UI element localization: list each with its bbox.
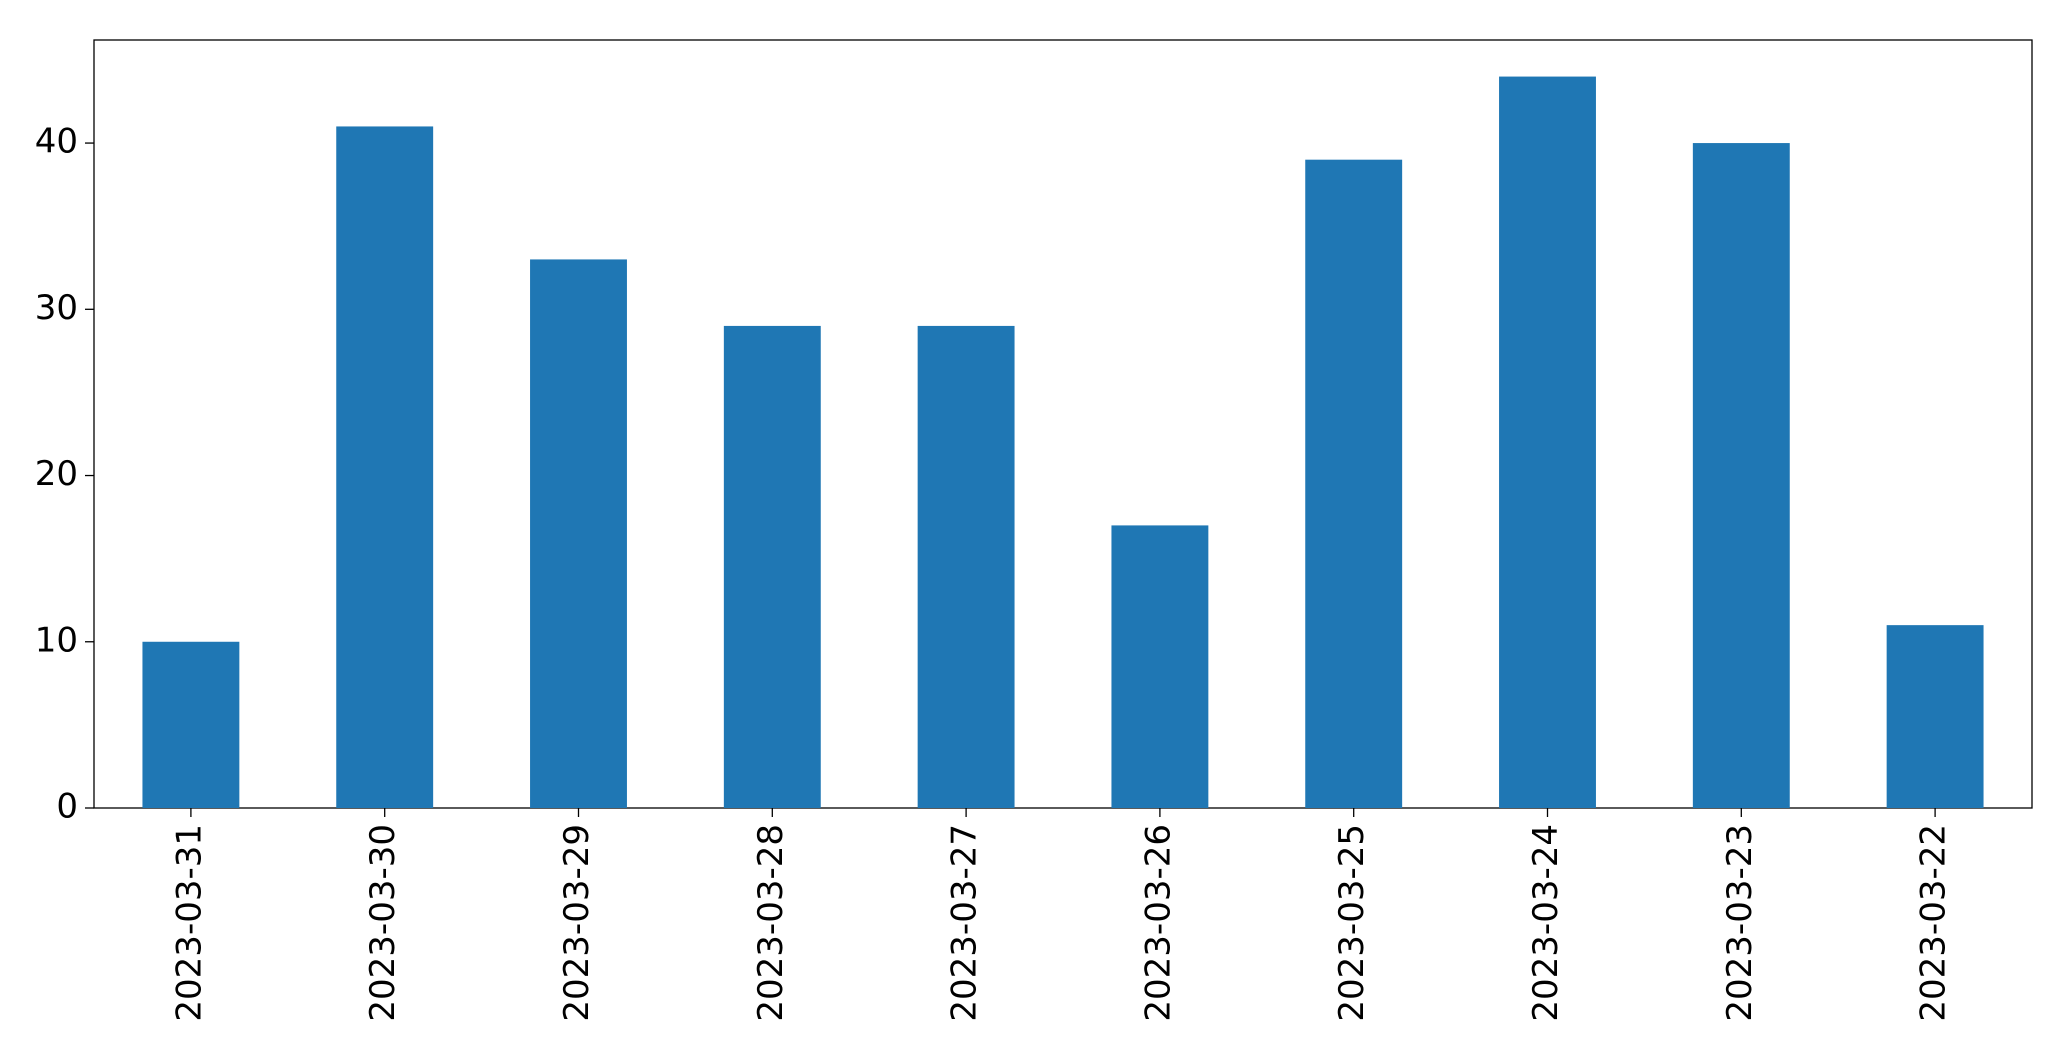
bar	[723, 325, 821, 808]
x-tick-label: 2023-03-25	[1332, 824, 1372, 1022]
x-tick-label: 2023-03-22	[1914, 824, 1954, 1022]
x-tick-label: 2023-03-29	[557, 824, 597, 1022]
bar	[1499, 76, 1596, 809]
bar	[1305, 159, 1403, 809]
bar	[917, 325, 1015, 808]
bar	[1111, 525, 1209, 808]
x-tick-label: 2023-03-28	[751, 824, 791, 1022]
plot-frame	[93, 39, 2033, 809]
x-tick-label: 2023-03-24	[1526, 824, 1566, 1022]
x-tick-label: 2023-03-31	[169, 824, 209, 1022]
y-tick-label: 0	[56, 787, 78, 827]
bar	[1692, 143, 1790, 808]
y-tick-label: 40	[35, 122, 78, 162]
y-tick-label: 30	[35, 288, 78, 328]
y-tick-label: 10	[35, 620, 78, 660]
y-tick-label: 20	[35, 454, 78, 494]
x-tick-label: 2023-03-23	[1720, 824, 1760, 1022]
bar	[530, 259, 627, 808]
x-tick-label: 2023-03-26	[1138, 824, 1178, 1022]
bar	[336, 126, 434, 809]
x-tick-label: 2023-03-27	[945, 824, 985, 1022]
x-tick-label: 2023-03-30	[363, 824, 403, 1022]
bar	[142, 641, 240, 808]
bar	[1886, 625, 1984, 808]
